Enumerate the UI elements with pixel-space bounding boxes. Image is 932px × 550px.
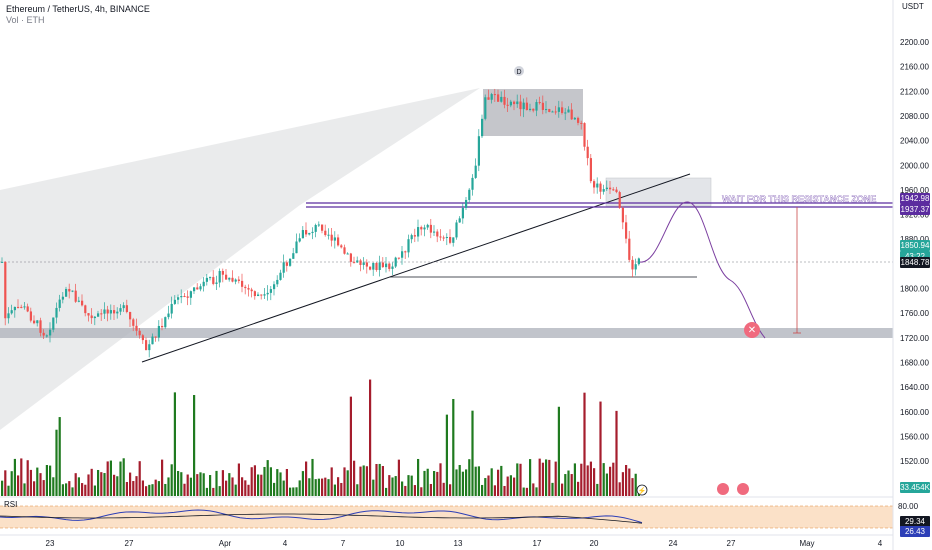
flag-icon-2[interactable] [737,483,749,495]
support-zone [0,328,893,338]
time-tick-label: 4 [878,539,883,548]
time-tick-label: 20 [590,539,599,548]
price-tick-label: 1520.00 [900,457,929,466]
price-tag-resistance-high: 1942.98 [900,193,930,204]
price-tag-last: 1850.94 [900,240,930,251]
price-tag-resistance-low: 1937.37 [900,204,930,215]
price-tick-label: 1600.00 [900,408,929,417]
price-tick-label: 1920.00 [900,211,929,220]
volume-series [1,379,640,496]
resistance-annotation: WAIT FOR THIS RESISTANCE ZONE [722,194,876,204]
pattern-point-label: D [516,69,521,76]
rsi-tag-low: 26.43 [900,526,930,537]
projected-path [639,201,766,339]
rsi-ma-line [0,513,643,524]
lightning-glyph: ⚡ [638,486,647,495]
target-marker-icon[interactable] [744,322,760,338]
time-tick-label: 27 [125,539,134,548]
price-tag-countdown: 43:22 [900,251,930,262]
price-tick-label: 2160.00 [900,63,929,72]
price-tag-current: 1848.78 [900,257,930,268]
time-tick-label: May [799,539,814,548]
time-tick-label: 4 [283,539,288,548]
price-tick-label: 2000.00 [900,161,929,170]
pattern-point-marker [514,66,524,76]
time-tick-label: 10 [396,539,405,548]
time-tick-label: 27 [727,539,736,548]
price-tick-label: 2040.00 [900,137,929,146]
price-tick-label: 1680.00 [900,358,929,367]
rsi-band [0,506,893,528]
price-tick-label: 1640.00 [900,383,929,392]
price-tick-label: 1760.00 [900,309,929,318]
price-axis[interactable] [893,0,932,550]
time-tick-label: 7 [341,539,346,548]
price-tick-label: 1800.00 [900,285,929,294]
volume-tag: 33.454K [900,482,930,493]
price-tick-label: 2080.00 [900,112,929,121]
chart-legend: Ethereum / TetherUS, 4h, BINANCE Vol · E… [6,4,150,26]
price-tick-label: 1960.00 [900,186,929,195]
price-tick-label: 1720.00 [900,334,929,343]
time-tick-label: 23 [46,539,55,548]
time-axis-ticks: 23 27 Apr 4 7 10 13 17 20 24 27 May 4 [46,539,883,548]
rsi-level-label: 80.00 [898,502,919,511]
symbol-title[interactable]: Ethereum / TetherUS, 4h, BINANCE [6,4,150,14]
currency-label: USDT [902,2,924,11]
volume-title: Vol · ETH [6,15,45,25]
time-tick-label: Apr [219,539,232,548]
flag-icon-1[interactable] [717,483,729,495]
time-tick-label: 24 [669,539,678,548]
ascending-trendline[interactable] [141,173,691,363]
time-tick-label: 17 [533,539,542,548]
price-tick-label: 2120.00 [900,87,929,96]
time-tick-label: 13 [454,539,463,548]
rsi-tag-high: 29.34 [900,516,930,527]
close-icon: ✕ [748,325,756,336]
harmonic-pattern-shape [0,88,480,430]
lightning-icon[interactable] [636,484,648,496]
price-tick-label: 2200.00 [900,38,929,47]
candlestick-series [1,88,640,358]
rsi-title: RSI [4,500,18,509]
resistance-box [605,177,712,207]
price-tick-label: 1880.00 [900,235,929,244]
price-tick-label: 1560.00 [900,432,929,441]
